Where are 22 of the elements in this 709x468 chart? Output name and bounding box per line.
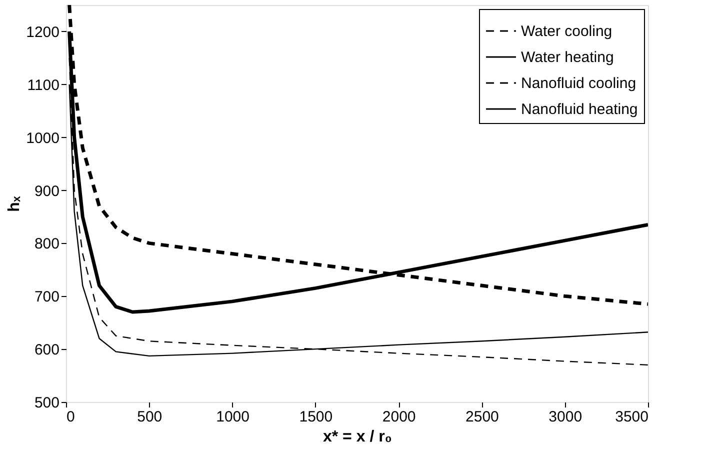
x-tick-label: 1000 xyxy=(216,408,250,426)
x-tick-label: 2500 xyxy=(466,408,499,426)
x-axis-title: x* = x / r₀ xyxy=(322,428,392,446)
legend-label: Water heating xyxy=(521,49,614,66)
x-tick-label: 1500 xyxy=(299,408,333,426)
x-tick-label: 2000 xyxy=(382,408,416,426)
y-tick-label: 1100 xyxy=(27,76,60,94)
y-tick-label: 500 xyxy=(34,394,60,412)
y-axis-title: hₓ xyxy=(6,196,24,212)
legend-label: Nanofluid cooling xyxy=(521,75,636,92)
y-tick-label: 600 xyxy=(34,342,60,359)
x-tick-label: 3000 xyxy=(548,408,582,426)
y-tick-label: 800 xyxy=(34,236,60,253)
x-tick-label: 0 xyxy=(66,408,75,426)
y-tick-label: 1200 xyxy=(26,24,60,41)
y-tick-label: 1000 xyxy=(26,130,60,147)
x-tick-label: 3500 xyxy=(615,408,648,426)
x-tick-label: 500 xyxy=(137,408,162,426)
y-tick-label: 900 xyxy=(34,182,60,200)
y-tick-label: 700 xyxy=(34,288,60,306)
legend-label: Water cooling xyxy=(521,23,612,40)
legend-label: Nanofluid heating xyxy=(521,101,638,118)
